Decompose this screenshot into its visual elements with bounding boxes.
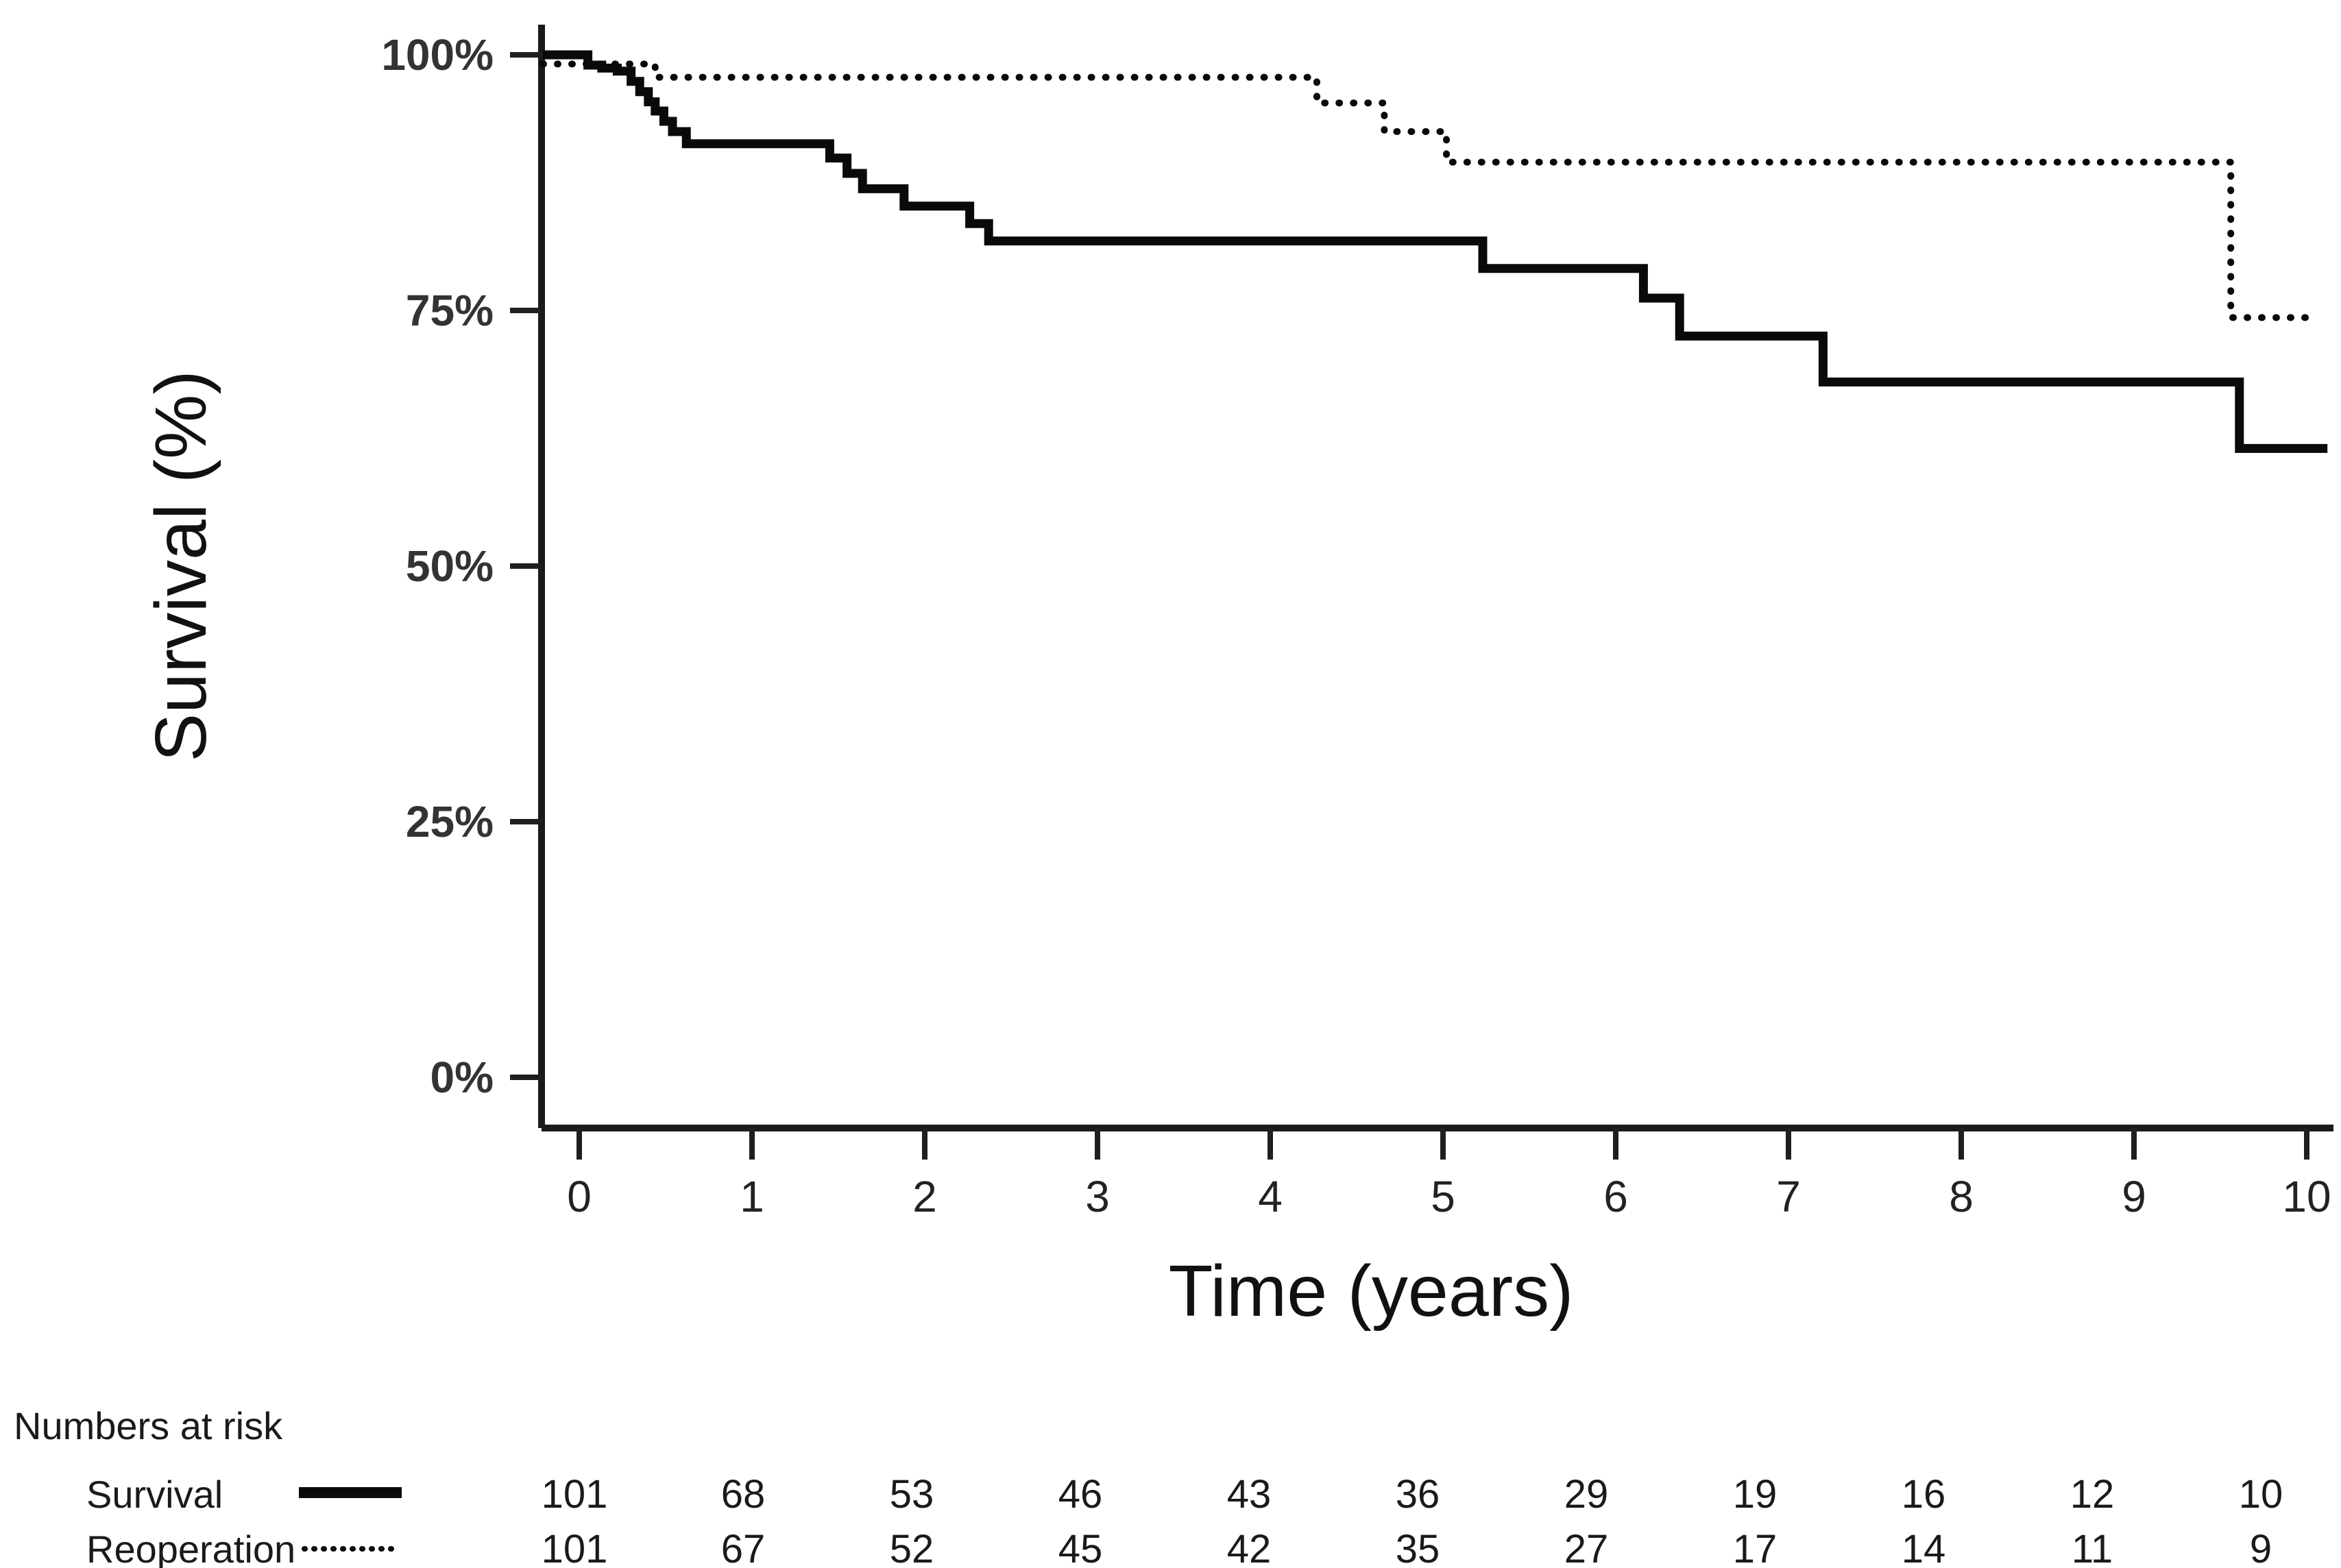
survival-curve bbox=[543, 50, 2328, 453]
y-tick-label: 75% bbox=[406, 286, 494, 335]
plot-area: 100% 75% 50% 25% 0% 0 1 2 3 4 5 6 7 8 9 10 Survival (%… bbox=[141, 25, 2333, 1332]
risk-value: 11 bbox=[2072, 1527, 2113, 1568]
x-tick-label: 5 bbox=[1431, 1172, 1455, 1221]
risk-table-header: Numbers at risk bbox=[14, 1404, 283, 1447]
x-tick-label: 4 bbox=[1258, 1172, 1283, 1221]
x-axis-ticks: 0 1 2 3 4 5 6 7 8 9 10 bbox=[567, 1128, 2331, 1221]
y-axis-ticks: 100% 75% 50% 25% 0% bbox=[381, 30, 542, 1102]
risk-value: 67 bbox=[721, 1527, 766, 1568]
risk-value: 42 bbox=[1227, 1527, 1272, 1568]
y-tick-label: 25% bbox=[406, 797, 494, 846]
x-tick-label: 10 bbox=[2282, 1172, 2331, 1221]
risk-value: 16 bbox=[1902, 1472, 1946, 1517]
y-tick-label: 0% bbox=[430, 1053, 494, 1102]
risk-value: 9 bbox=[2250, 1527, 2272, 1568]
risk-value: 17 bbox=[1733, 1527, 1778, 1568]
risk-value: 45 bbox=[1058, 1527, 1103, 1568]
risk-row-label-survival: Survival bbox=[86, 1473, 223, 1516]
y-tick-label: 100% bbox=[381, 30, 494, 79]
x-tick-label: 6 bbox=[1603, 1172, 1628, 1221]
x-tick-label: 2 bbox=[912, 1172, 937, 1221]
risk-value: 52 bbox=[890, 1527, 934, 1568]
y-axis-title: Survival (%) bbox=[141, 370, 221, 761]
risk-value: 36 bbox=[1396, 1472, 1440, 1517]
x-tick-label: 8 bbox=[1949, 1172, 1974, 1221]
x-tick-label: 3 bbox=[1085, 1172, 1110, 1221]
x-axis-title: Time (years) bbox=[1169, 1251, 1574, 1332]
risk-row-label-reoperation: Reoperation bbox=[86, 1528, 295, 1568]
x-tick-label: 9 bbox=[2122, 1172, 2146, 1221]
risk-value: 19 bbox=[1733, 1472, 1778, 1517]
risk-value: 14 bbox=[1902, 1527, 1946, 1568]
risk-value: 29 bbox=[1564, 1472, 1609, 1517]
risk-value: 35 bbox=[1396, 1527, 1440, 1568]
risk-value: 53 bbox=[890, 1472, 934, 1517]
risk-value: 68 bbox=[721, 1472, 766, 1517]
x-tick-label: 1 bbox=[740, 1172, 764, 1221]
risk-value: 101 bbox=[542, 1527, 608, 1568]
risk-values: 101 68 53 46 43 36 29 19 16 12 10 101 67 52 45 42 35 27 17… bbox=[542, 1472, 2283, 1568]
x-tick-label: 0 bbox=[567, 1172, 592, 1221]
risk-value: 43 bbox=[1227, 1472, 1272, 1517]
risk-value: 12 bbox=[2070, 1472, 2115, 1517]
risk-value: 101 bbox=[542, 1472, 608, 1517]
risk-value: 10 bbox=[2239, 1472, 2283, 1517]
reoperation-curve bbox=[539, 60, 2322, 321]
numbers-at-risk-table: Numbers at risk Survival Reoperation 101… bbox=[14, 1404, 2283, 1568]
y-tick-label: 50% bbox=[406, 541, 494, 591]
risk-value: 46 bbox=[1058, 1472, 1103, 1517]
x-tick-label: 7 bbox=[1776, 1172, 1801, 1221]
risk-value: 27 bbox=[1564, 1527, 1609, 1568]
